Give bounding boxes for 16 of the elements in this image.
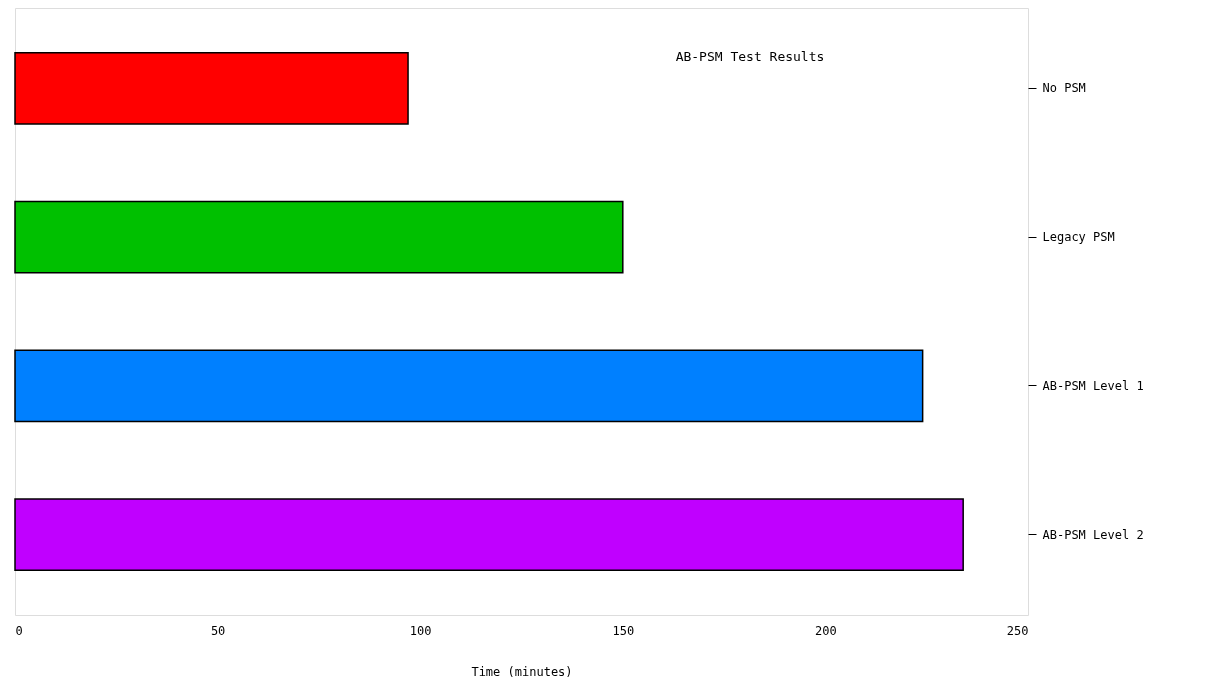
y-tick-label: Legacy PSM	[1042, 230, 1115, 245]
text: AB-PSM Test Results	[675, 49, 825, 64]
y-tick-label: AB-PSM Level 2	[1042, 527, 1144, 542]
x-tick-label: 200	[815, 623, 837, 638]
x-tick-label: 150	[612, 623, 635, 638]
bar	[14, 349, 924, 423]
bar	[14, 200, 624, 274]
x-tick-label: 0	[15, 623, 23, 638]
x-tick-label: 50	[210, 623, 226, 638]
x-axis-title: Time (minutes)	[471, 664, 573, 679]
x-tick-label: 100	[409, 623, 432, 638]
x-tick-label: 250	[1006, 623, 1029, 638]
bar	[14, 51, 409, 125]
y-tick-label: AB-PSM Level 1	[1042, 378, 1144, 393]
bar	[14, 498, 964, 572]
y-tick-label: No PSM	[1042, 81, 1086, 96]
